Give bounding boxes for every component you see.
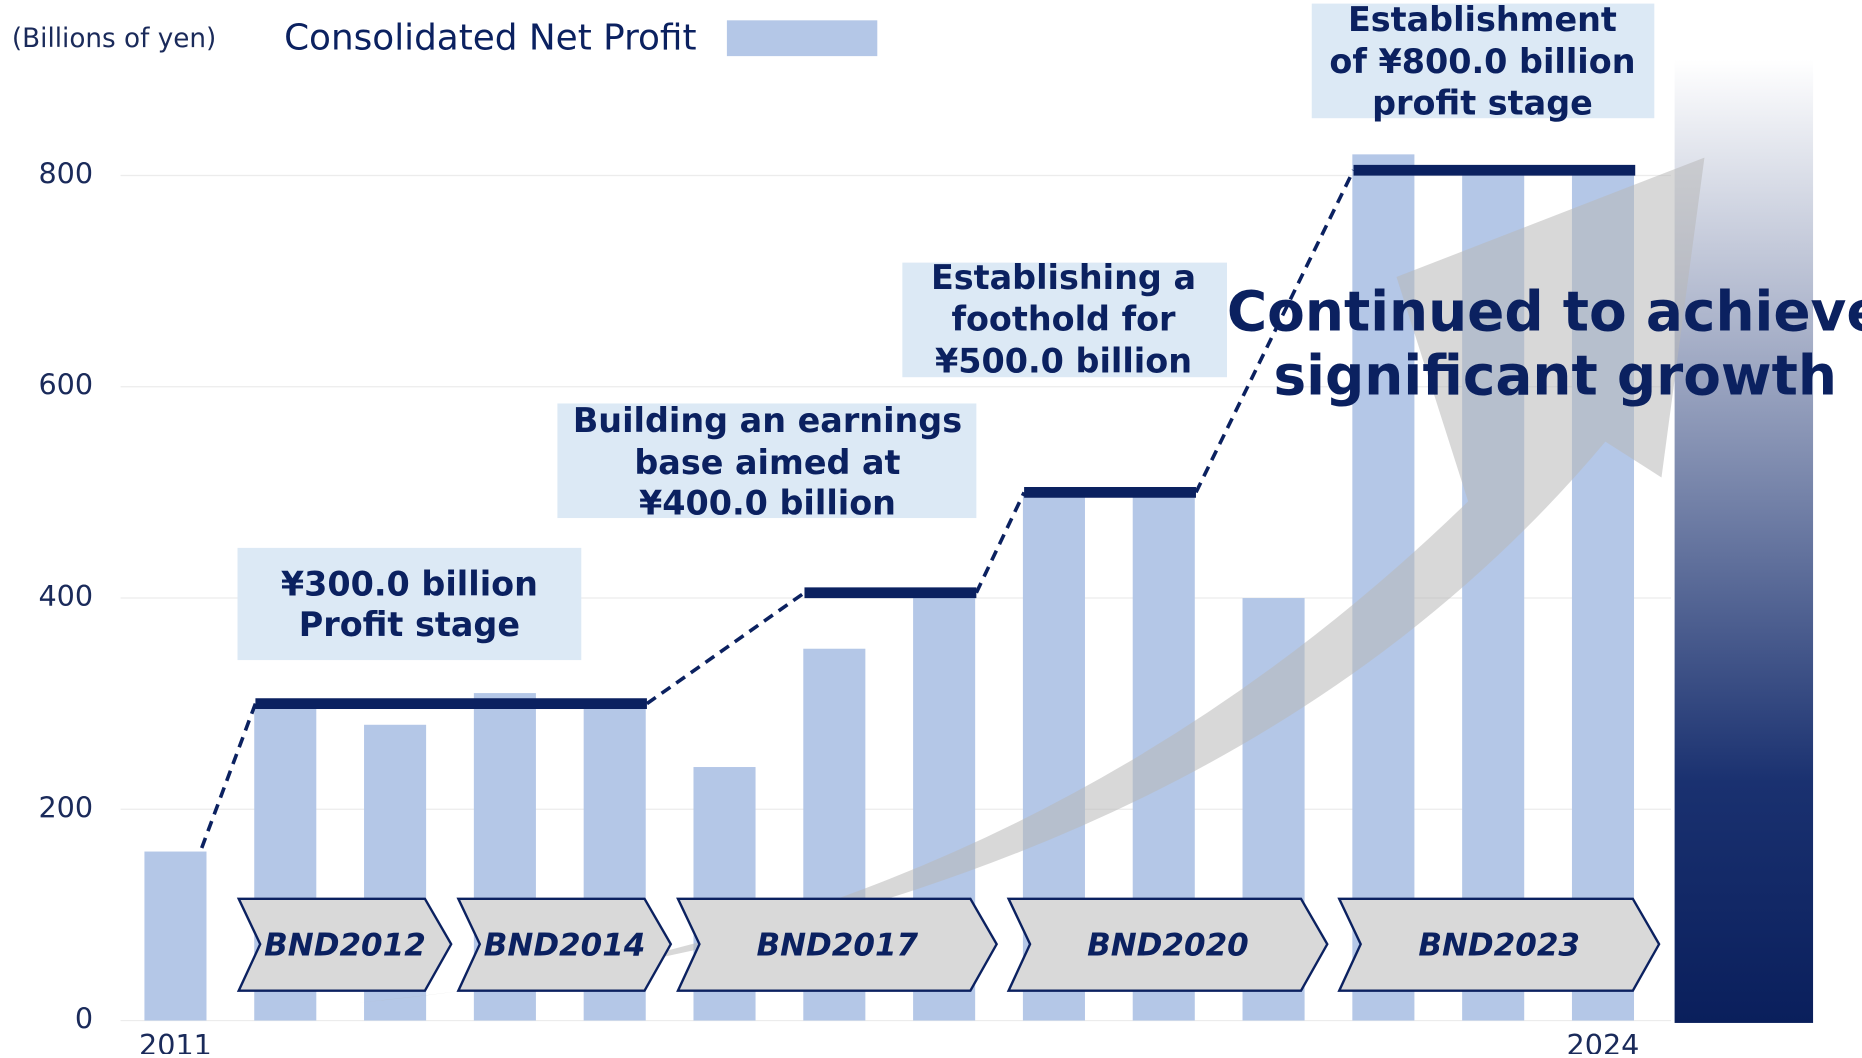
annotation: of ¥800.0 billion: [1329, 42, 1635, 81]
annotation-box: [1311, 3, 1655, 119]
plans: BND2012 BND2014 BND2017 BND2020 BND2023: [236, 897, 1661, 992]
y-tick-label: 600: [38, 368, 93, 402]
growth-arrow: [358, 157, 1705, 1003]
annotation: profit stage: [1372, 84, 1593, 123]
annotation: ¥400.0 billion: [639, 483, 896, 522]
y-tick-label: 200: [38, 790, 93, 824]
plan-label: BND2012: [264, 928, 426, 964]
plan-chevron: [1337, 897, 1661, 992]
bar: [144, 851, 207, 1021]
headline: Continued to achieve: [1227, 279, 1862, 343]
x-tick-label: 2024: [1567, 1028, 1640, 1054]
annotation: foothold for: [951, 300, 1176, 339]
legend-label: Consolidated Net Profit: [284, 17, 696, 58]
stages: [200, 164, 1636, 849]
annotation: Profit stage: [299, 605, 520, 644]
stage-connector: [645, 591, 806, 706]
annotation: ¥500.0 billion: [935, 341, 1192, 380]
annotation: ¥300.0 billion: [281, 565, 538, 604]
stage-connector: [200, 703, 258, 849]
annotation: Building an earnings: [573, 401, 962, 440]
y-tick-label: 400: [38, 579, 93, 613]
plan-chevron: [676, 897, 999, 992]
stage-connector: [1194, 169, 1356, 494]
headline: significant growth: [1274, 344, 1837, 408]
legend-swatch: [726, 20, 878, 57]
stage-connector: [974, 491, 1026, 594]
annotation: Establishing a: [931, 258, 1196, 297]
annotation: Establishment: [1348, 0, 1617, 39]
annotation-box: [557, 403, 977, 519]
plan-chevron: [456, 897, 673, 992]
plan-label: BND2023: [1418, 928, 1580, 964]
plan-label: BND2020: [1087, 928, 1249, 964]
gradient-bar: [1674, 59, 1814, 1023]
y-tick-label: 0: [75, 1002, 93, 1036]
plan-label: BND2014: [484, 928, 646, 964]
y-tick-label: 800: [38, 156, 93, 190]
plan-chevron: [236, 897, 453, 992]
plan-chevron: [1006, 897, 1329, 992]
annotation-box: [902, 262, 1228, 378]
annotation-box: [237, 547, 582, 661]
plan-label: BND2017: [756, 928, 918, 964]
unit-label: (Billions of yen): [12, 24, 216, 54]
annotation: base aimed at: [634, 443, 900, 482]
x-tick-label: 2011: [139, 1028, 212, 1054]
